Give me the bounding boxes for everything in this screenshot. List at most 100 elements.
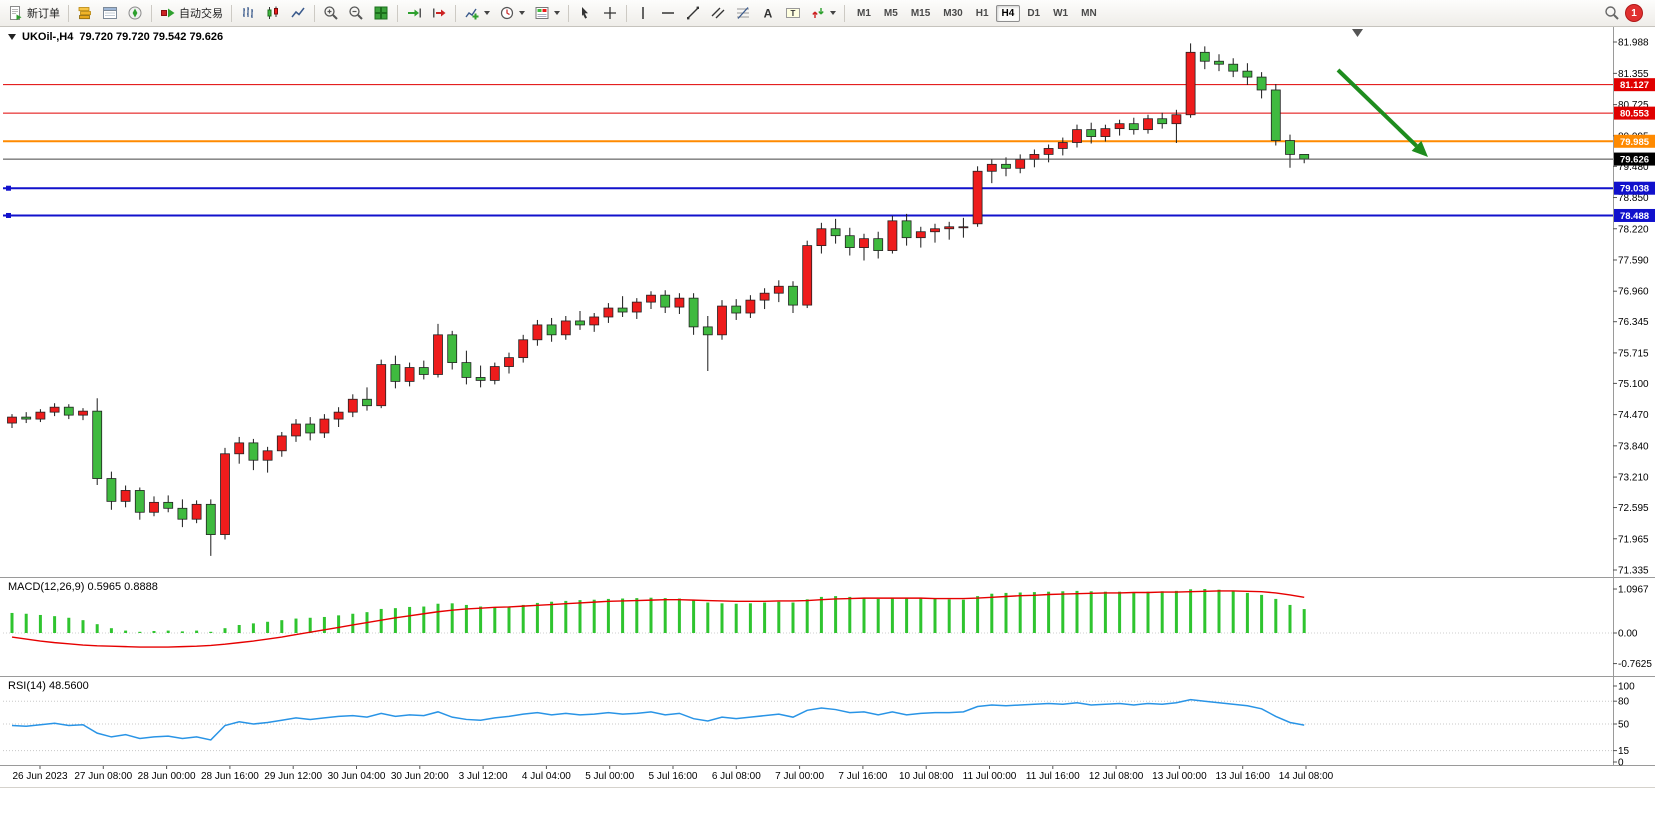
data-window-icon [103,7,117,19]
timeframe-button-h4[interactable]: H4 [995,4,1021,22]
timeframe-button-m5[interactable]: M5 [878,5,904,22]
timeframe-button-mn[interactable]: MN [1075,5,1103,22]
candlestick-chart-icon [267,6,278,19]
svg-text:28 Jun 00:00: 28 Jun 00:00 [138,771,196,782]
crosshair-button[interactable] [598,3,622,24]
svg-text:5 Jul 16:00: 5 Jul 16:00 [649,771,698,782]
tile-windows-icon [374,6,388,20]
chart-shift-button[interactable] [427,3,451,24]
search-icon [1605,6,1619,20]
svg-text:79.626: 79.626 [1620,155,1649,166]
price-axis[interactable]: 81.98881.35580.72580.09579.48078.85078.2… [1613,38,1652,769]
line-chart-button[interactable] [286,3,310,24]
trend-arrow-annotation[interactable] [1336,68,1428,157]
svg-text:15: 15 [1618,746,1630,757]
zoom-out-button[interactable] [344,3,368,24]
svg-text:76.345: 76.345 [1618,317,1649,328]
bar-chart-button[interactable] [236,3,260,24]
navigator-button[interactable] [123,3,147,24]
text-label-button[interactable]: T [781,3,805,24]
trendline-icon [687,6,699,20]
chart-shift-marker[interactable] [1352,29,1363,37]
fibonacci-button[interactable] [731,3,755,24]
templates-button[interactable] [530,3,564,24]
price-level-lines[interactable] [3,84,1613,218]
new-order-icon [10,6,22,21]
arrows-button[interactable] [806,3,840,24]
svg-text:75.715: 75.715 [1618,348,1649,359]
cursor-icon [582,7,588,19]
text-icon: A [764,7,773,21]
periods-button[interactable] [495,3,529,24]
svg-text:1.0967: 1.0967 [1618,585,1649,596]
svg-text:81.355: 81.355 [1618,69,1649,80]
data-window-button[interactable] [98,3,122,24]
svg-text:28 Jun 16:00: 28 Jun 16:00 [201,771,259,782]
svg-text:T: T [791,9,796,18]
indicators-button[interactable] [460,3,494,24]
one-click-trading-expander[interactable] [8,34,16,40]
svg-text:30 Jun 04:00: 30 Jun 04:00 [328,771,386,782]
timeframe-button-d1[interactable]: D1 [1021,5,1046,22]
cursor-button[interactable] [573,3,597,24]
fibonacci-icon [737,7,749,19]
bar-chart-icon [243,7,253,18]
line-chart-icon [291,7,305,18]
auto-scroll-icon [408,8,421,18]
auto-trading-icon [161,8,175,18]
svg-text:77.590: 77.590 [1618,255,1649,266]
svg-text:78.488: 78.488 [1620,211,1649,222]
zoom-in-icon [324,6,338,20]
crosshair-icon [604,7,616,19]
svg-text:26 Jun 2023: 26 Jun 2023 [12,771,67,782]
new-order-label: 新订单 [27,8,60,20]
timeframe-button-m15[interactable]: M15 [905,5,936,22]
notification-badge[interactable]: 1 [1625,4,1643,22]
vertical-line-button[interactable] [631,3,655,24]
svg-text:6 Jul 08:00: 6 Jul 08:00 [712,771,761,782]
text-button[interactable]: A [756,3,780,24]
timeframe-button-w1[interactable]: W1 [1047,5,1074,22]
auto-scroll-button[interactable] [402,3,426,24]
timeframe-button-m30[interactable]: M30 [937,5,968,22]
svg-text:13 Jul 00:00: 13 Jul 00:00 [1152,771,1207,782]
svg-text:78.220: 78.220 [1618,224,1649,235]
chart-shift-icon [433,8,446,18]
svg-text:71.335: 71.335 [1618,566,1649,577]
timeframe-button-m1[interactable]: M1 [851,5,877,22]
timeframe-button-h1[interactable]: H1 [970,5,995,22]
horizontal-line-button[interactable] [656,3,680,24]
svg-text:29 Jun 12:00: 29 Jun 12:00 [264,771,322,782]
candlestick-chart-button[interactable] [261,3,285,24]
toolbar-separator [397,4,398,22]
time-axis[interactable]: 26 Jun 2023 27 Jun 08:00 28 Jun 00:00 28 Ju… [12,766,1334,782]
toolbar-separator [455,4,456,22]
chevron-down-icon [830,11,836,15]
macd-panel [3,589,1613,648]
svg-text:0.00: 0.00 [1618,629,1638,640]
auto-trading-button[interactable]: 自动交易 [156,3,227,24]
svg-text:-0.7625: -0.7625 [1618,659,1652,670]
svg-text:80.725: 80.725 [1618,100,1649,111]
svg-text:80.553: 80.553 [1620,109,1649,120]
svg-text:4 Jul 04:00: 4 Jul 04:00 [522,771,571,782]
tile-windows-button[interactable] [369,3,393,24]
new-order-button[interactable]: 新订单 [4,3,64,24]
periods-icon [500,6,514,20]
trendline-button[interactable] [681,3,705,24]
svg-text:81.127: 81.127 [1620,80,1649,91]
equidistant-channel-button[interactable] [706,3,730,24]
chevron-down-icon [519,11,525,15]
zoom-in-button[interactable] [319,3,343,24]
svg-text:12 Jul 08:00: 12 Jul 08:00 [1089,771,1144,782]
svg-text:74.470: 74.470 [1618,410,1649,421]
search-button[interactable] [1600,3,1624,24]
svg-text:50: 50 [1618,720,1630,731]
svg-text:73.210: 73.210 [1618,473,1649,484]
toolbar-separator [568,4,569,22]
market-watch-button[interactable] [73,3,97,24]
panel-separators [0,26,1655,788]
zoom-out-icon [349,6,363,20]
svg-text:71.965: 71.965 [1618,534,1649,545]
